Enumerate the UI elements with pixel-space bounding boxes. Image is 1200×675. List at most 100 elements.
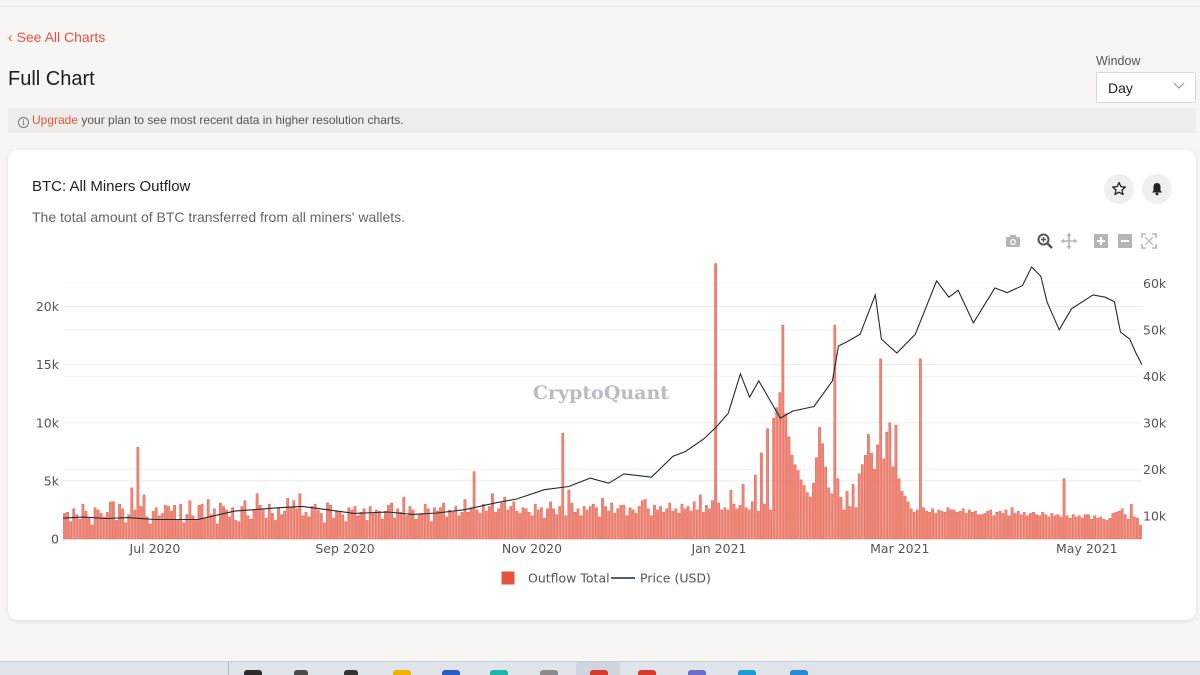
chart-plot[interactable]: CryptoQuant 0 5k 10k 15k 20k 10k 20k 30k 40k 50k 6…: [8, 150, 1196, 620]
outflow-bar[interactable]: [943, 512, 947, 540]
outflow-bar[interactable]: [460, 512, 464, 540]
outflow-bar[interactable]: [249, 519, 253, 540]
outflow-bar[interactable]: [378, 510, 381, 540]
outflow-bar[interactable]: [818, 427, 821, 540]
outflow-bar[interactable]: [986, 510, 990, 540]
outflow-bar[interactable]: [952, 509, 956, 540]
outflow-bar[interactable]: [1059, 516, 1063, 540]
outflow-bar[interactable]: [90, 524, 94, 540]
outflow-bar[interactable]: [595, 507, 598, 540]
outflow-bar[interactable]: [237, 521, 241, 540]
outflow-bar[interactable]: [815, 457, 818, 540]
outflow-bar[interactable]: [509, 506, 513, 540]
window-select[interactable]: Day: [1096, 72, 1196, 103]
outflow-bar[interactable]: [533, 503, 537, 540]
outflow-bar[interactable]: [839, 496, 843, 540]
legend[interactable]: Outflow Total Price (USD): [501, 571, 711, 586]
outflow-bar[interactable]: [1056, 514, 1060, 540]
outflow-bar[interactable]: [445, 516, 448, 540]
upgrade-link[interactable]: Upgrade: [32, 113, 79, 127]
outflow-bar[interactable]: [1068, 517, 1072, 540]
outflow-bar[interactable]: [102, 516, 106, 540]
outflow-bar[interactable]: [793, 464, 797, 540]
outflow-bar[interactable]: [289, 507, 293, 540]
outflow-bar[interactable]: [576, 508, 580, 540]
outflow-bar[interactable]: [897, 478, 901, 540]
outflow-bar[interactable]: [109, 501, 112, 540]
autoscale-icon[interactable]: [1140, 232, 1158, 250]
outflow-bar[interactable]: [958, 510, 962, 540]
outflow-bar[interactable]: [714, 263, 717, 540]
outflow-bar[interactable]: [222, 506, 225, 540]
outflow-bar[interactable]: [796, 470, 800, 540]
outflow-bar[interactable]: [555, 514, 559, 540]
outflow-bar[interactable]: [922, 507, 925, 540]
outflow-bar[interactable]: [426, 508, 430, 540]
outflow-bar[interactable]: [527, 512, 531, 540]
outflow-bar[interactable]: [197, 505, 201, 540]
outflow-bar[interactable]: [1111, 513, 1115, 540]
outflow-bar[interactable]: [974, 510, 977, 540]
outflow-bar[interactable]: [607, 510, 610, 540]
taskbar-app-icon[interactable]: [638, 670, 656, 675]
outflow-bar[interactable]: [757, 510, 760, 540]
taskbar-app-icon[interactable]: [738, 670, 756, 675]
outflow-bar[interactable]: [170, 510, 173, 540]
outflow-bar[interactable]: [423, 503, 427, 540]
outflow-bar[interactable]: [659, 506, 662, 540]
outflow-bar[interactable]: [1090, 519, 1093, 540]
outflow-bar[interactable]: [313, 503, 317, 540]
legend-label-outflow[interactable]: Outflow Total: [528, 571, 610, 586]
outflow-bar[interactable]: [540, 507, 543, 540]
outflow-bar[interactable]: [524, 508, 528, 540]
outflow-bar[interactable]: [414, 519, 418, 540]
outflow-bar[interactable]: [475, 509, 479, 540]
outflow-bar[interactable]: [451, 512, 455, 540]
outflow-bar[interactable]: [356, 515, 360, 540]
outflow-bar[interactable]: [588, 506, 592, 540]
outflow-bar[interactable]: [286, 498, 290, 540]
outflow-bar[interactable]: [873, 469, 876, 540]
outflow-bar[interactable]: [69, 521, 73, 540]
outflow-bar[interactable]: [405, 515, 409, 540]
outflow-bar[interactable]: [157, 515, 161, 540]
outflow-bar[interactable]: [591, 503, 595, 540]
outflow-bar[interactable]: [359, 512, 363, 540]
outflow-bar[interactable]: [344, 521, 348, 540]
favorite-button[interactable]: [1104, 174, 1134, 204]
outflow-bar[interactable]: [518, 513, 522, 540]
outflow-bar[interactable]: [390, 502, 393, 540]
outflow-bar[interactable]: [185, 514, 189, 540]
outflow-bar[interactable]: [338, 512, 341, 540]
outflow-bar[interactable]: [799, 479, 803, 540]
outflow-bar[interactable]: [812, 483, 815, 540]
see-all-charts-link[interactable]: ‹ See All Charts: [8, 29, 105, 45]
outflow-bar[interactable]: [1105, 520, 1109, 540]
outflow-bar[interactable]: [176, 519, 179, 540]
outflow-bar[interactable]: [604, 506, 607, 540]
outflow-bar[interactable]: [1099, 516, 1103, 540]
outflow-bar[interactable]: [934, 513, 938, 540]
outflow-bar[interactable]: [212, 508, 216, 540]
outflow-bar[interactable]: [1022, 512, 1026, 540]
outflow-bar[interactable]: [1010, 507, 1014, 540]
outflow-bar[interactable]: [96, 509, 100, 540]
outflow-bar[interactable]: [310, 506, 314, 540]
outflow-bar[interactable]: [598, 516, 601, 540]
outflow-bar[interactable]: [1117, 510, 1121, 540]
outflow-bar[interactable]: [1065, 515, 1069, 540]
outflow-bar[interactable]: [274, 520, 277, 540]
outflow-bar[interactable]: [946, 507, 950, 540]
outflow-bar[interactable]: [515, 510, 519, 540]
outflow-bar[interactable]: [112, 501, 115, 540]
outflow-bar[interactable]: [689, 510, 693, 540]
outflow-bar[interactable]: [1047, 516, 1051, 540]
outflow-bar[interactable]: [940, 510, 944, 540]
outflow-bar[interactable]: [350, 509, 354, 540]
outflow-bar[interactable]: [1007, 515, 1011, 540]
outflow-bar[interactable]: [744, 507, 748, 540]
outflow-bar[interactable]: [1019, 514, 1023, 540]
outflow-bar[interactable]: [980, 514, 983, 540]
outflow-bar[interactable]: [167, 506, 170, 540]
taskbar-app-icon[interactable]: [344, 670, 358, 675]
